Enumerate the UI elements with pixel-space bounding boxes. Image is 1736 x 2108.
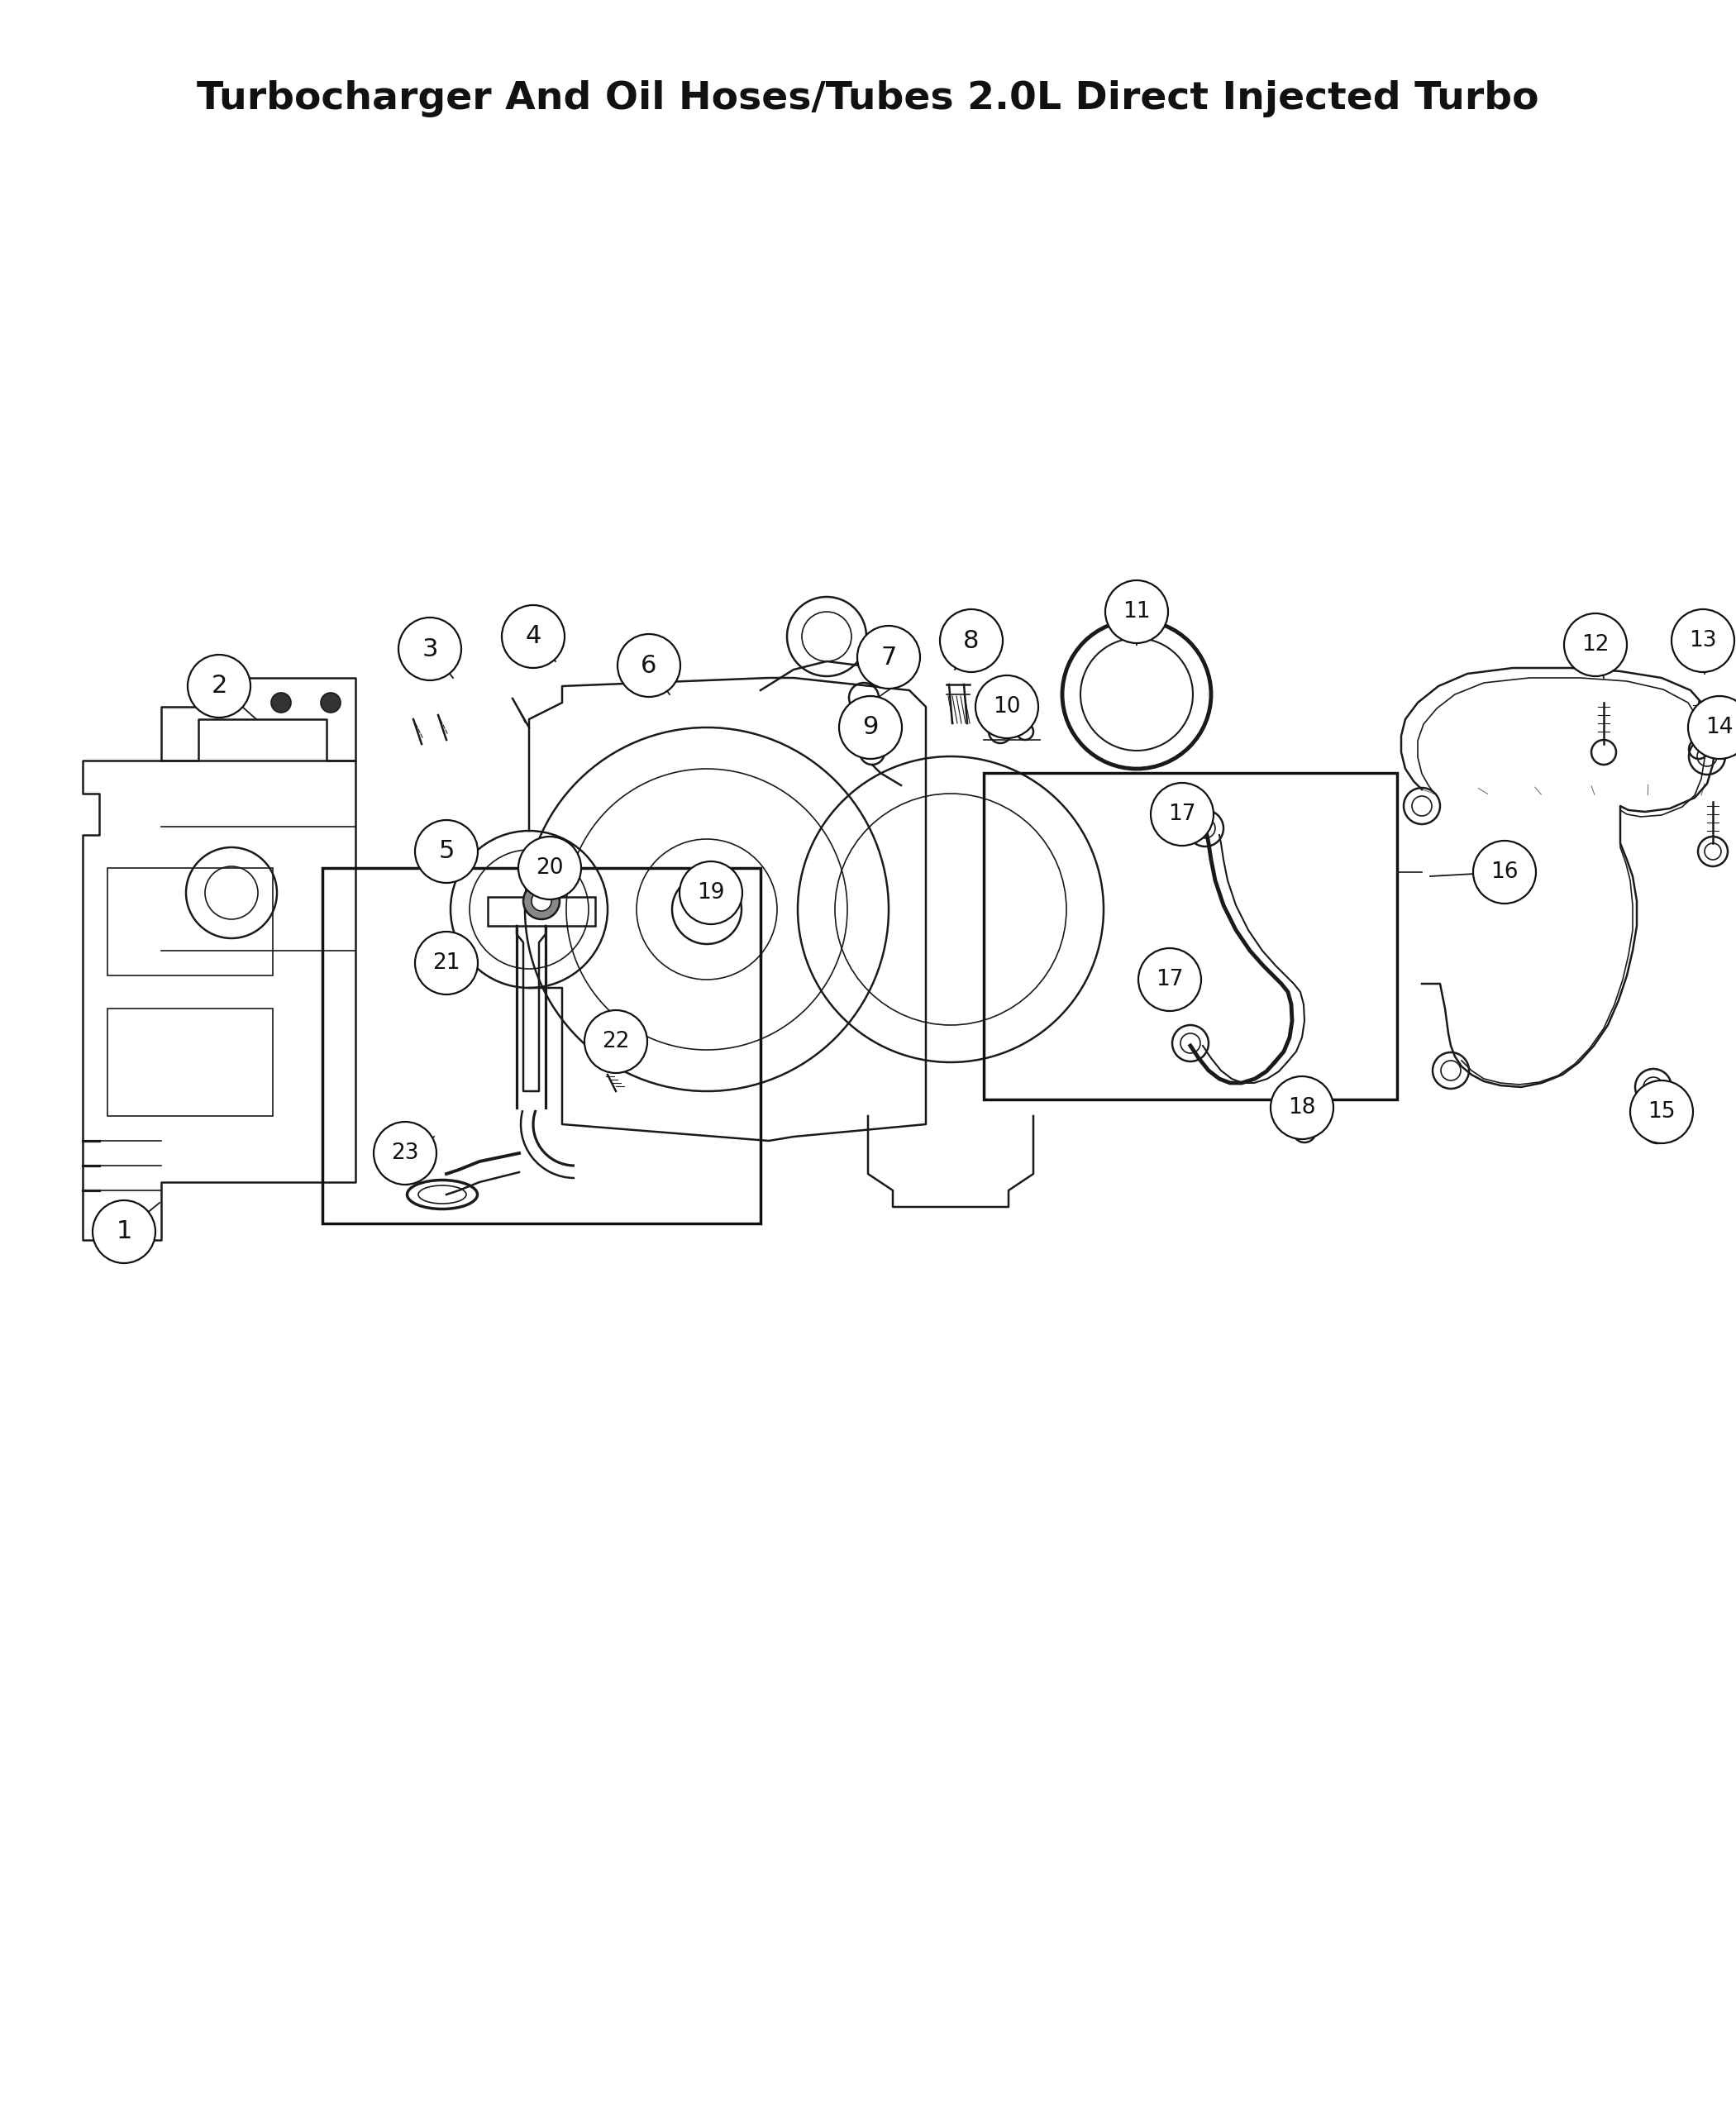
Bar xyxy=(108,1008,273,1115)
Circle shape xyxy=(838,696,903,759)
Text: Turbocharger And Oil Hoses/Tubes 2.0L Direct Injected Turbo: Turbocharger And Oil Hoses/Tubes 2.0L Di… xyxy=(196,80,1540,118)
Circle shape xyxy=(415,932,477,995)
Circle shape xyxy=(858,626,920,689)
Text: 5: 5 xyxy=(439,839,455,864)
Circle shape xyxy=(415,820,477,883)
Text: 20: 20 xyxy=(536,858,564,879)
Text: 15: 15 xyxy=(1647,1100,1675,1124)
Text: 7: 7 xyxy=(880,645,898,668)
Bar xyxy=(488,896,595,925)
Text: 14: 14 xyxy=(1705,717,1733,738)
Circle shape xyxy=(618,635,681,698)
Circle shape xyxy=(92,1199,156,1263)
Circle shape xyxy=(373,1121,436,1185)
Text: 9: 9 xyxy=(863,715,878,740)
Circle shape xyxy=(208,694,229,713)
Circle shape xyxy=(399,618,462,681)
Circle shape xyxy=(1687,696,1736,759)
Text: 2: 2 xyxy=(212,675,227,698)
Circle shape xyxy=(679,862,743,923)
Text: 13: 13 xyxy=(1689,630,1717,651)
Circle shape xyxy=(585,1010,648,1073)
Circle shape xyxy=(531,892,552,911)
Circle shape xyxy=(939,609,1003,672)
Circle shape xyxy=(1630,1081,1693,1143)
Circle shape xyxy=(271,694,292,713)
Bar xyxy=(108,868,273,976)
Circle shape xyxy=(1564,613,1627,677)
Circle shape xyxy=(1474,841,1536,904)
Circle shape xyxy=(523,883,559,919)
Circle shape xyxy=(1151,782,1213,845)
Text: 16: 16 xyxy=(1491,862,1519,883)
Circle shape xyxy=(1106,580,1168,643)
Circle shape xyxy=(1672,609,1734,672)
Text: 12: 12 xyxy=(1581,635,1609,656)
Circle shape xyxy=(187,656,250,717)
Circle shape xyxy=(321,694,340,713)
Text: 1: 1 xyxy=(116,1221,132,1244)
Text: 4: 4 xyxy=(526,624,542,649)
Text: 17: 17 xyxy=(1168,803,1196,824)
Text: 10: 10 xyxy=(993,696,1021,717)
Text: 21: 21 xyxy=(432,953,460,974)
Text: 17: 17 xyxy=(1156,970,1184,991)
Circle shape xyxy=(502,605,564,668)
Bar xyxy=(323,868,760,1223)
Circle shape xyxy=(519,837,582,900)
Circle shape xyxy=(976,675,1038,738)
Circle shape xyxy=(1271,1077,1333,1138)
Text: 6: 6 xyxy=(641,653,656,677)
Bar xyxy=(984,774,1397,1100)
Text: 23: 23 xyxy=(391,1143,418,1164)
Text: 18: 18 xyxy=(1288,1096,1316,1119)
Text: 11: 11 xyxy=(1123,601,1151,622)
Text: 22: 22 xyxy=(602,1031,630,1052)
Text: 3: 3 xyxy=(422,637,437,662)
Circle shape xyxy=(1139,949,1201,1012)
Text: 19: 19 xyxy=(698,881,726,904)
Text: 8: 8 xyxy=(963,628,979,653)
